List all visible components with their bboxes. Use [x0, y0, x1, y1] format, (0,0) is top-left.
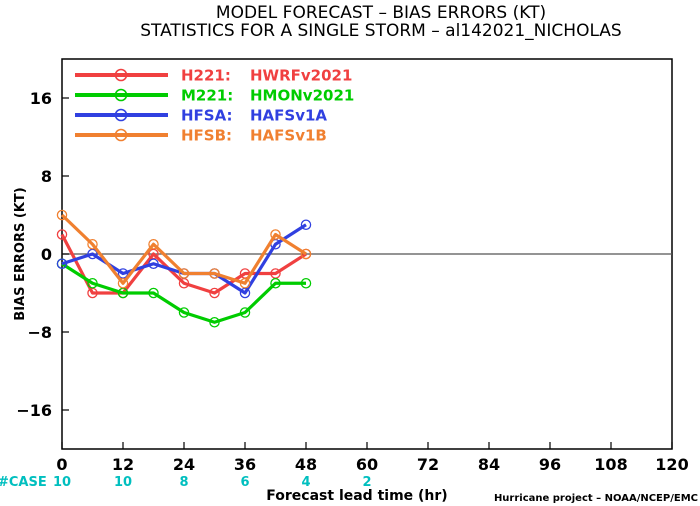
case-count: 10	[114, 475, 132, 490]
legend-marker	[114, 68, 128, 82]
data-point-hafsv1b	[178, 268, 190, 279]
x-tick-label: 48	[295, 455, 317, 474]
legend-item-hwrfv2021: H221: HWRFv2021	[75, 67, 352, 85]
legend-name: HAFSv1B	[250, 127, 327, 145]
data-point-hmonv2021	[300, 277, 312, 289]
data-point-hafsv1a	[300, 219, 312, 230]
data-point-hmonv2021	[239, 307, 251, 318]
legend-item-hafsv1a: HFSA: HAFSv1A	[75, 107, 327, 125]
y-axis-label: BIAS ERRORS (KT)	[13, 187, 28, 320]
legend-item-hafsv1b: HFSB: HAFSv1B	[75, 127, 327, 145]
data-point-hmonv2021	[87, 277, 98, 289]
x-tick-label: 36	[234, 455, 256, 474]
legend-marker	[114, 88, 128, 102]
y-tick-label: 0	[41, 245, 52, 264]
data-point-hmonv2021	[209, 316, 220, 328]
legend-code: HFSB:	[181, 127, 232, 145]
data-point-hafsv1b	[56, 209, 68, 221]
y-tick-label: 16	[30, 89, 52, 108]
x-tick-label: 24	[173, 455, 195, 474]
data-point-hafsv1b	[148, 238, 159, 250]
x-tick-label: 0	[56, 455, 67, 474]
series-hafsv1b	[56, 209, 312, 289]
case-count: 4	[301, 475, 310, 490]
data-point-hafsv1b	[300, 248, 312, 260]
chart-title-line1: MODEL FORECAST – BIAS ERRORS (KT)	[216, 3, 546, 23]
credit-text: Hurricane project – NOAA/NCEP/EMC	[494, 493, 698, 504]
data-point-hafsv1b	[239, 277, 251, 289]
legend-name: HAFSv1A	[250, 107, 327, 125]
x-tick-label: 120	[655, 455, 688, 474]
y-tick-label: 8	[41, 167, 52, 186]
data-point-hmonv2021	[148, 287, 159, 299]
x-tick-label: 96	[539, 455, 561, 474]
data-point-hafsv1b	[209, 268, 220, 279]
case-count: 8	[179, 475, 188, 490]
legend-marker	[114, 108, 128, 122]
data-point-hafsv1a	[56, 258, 68, 269]
x-tick-label: 12	[112, 455, 134, 474]
case-count: 2	[362, 475, 371, 490]
data-point-hafsv1b	[270, 229, 281, 240]
data-point-hmonv2021	[270, 277, 281, 289]
data-point-hwrfv2021	[209, 287, 220, 299]
data-point-hafsv1b	[87, 238, 98, 250]
case-count: 6	[240, 475, 249, 490]
data-point-hwrfv2021	[56, 229, 68, 240]
data-point-hafsv1b	[117, 277, 129, 289]
chart-title-line2: STATISTICS FOR A SINGLE STORM – al142021…	[140, 21, 621, 41]
legend-item-hmonv2021: M221: HMONv2021	[75, 87, 354, 105]
legend-code: M221:	[181, 87, 233, 105]
case-count: 10	[53, 475, 71, 490]
x-axis-label: Forecast lead time (hr)	[266, 488, 447, 504]
x-tick-label: 108	[594, 455, 627, 474]
x-tick-label: 60	[356, 455, 378, 474]
x-tick-label: 84	[478, 455, 500, 474]
case-label: #CASE	[0, 475, 47, 490]
legend-code: HFSA:	[181, 107, 233, 125]
series-line-hwrfv2021	[60, 233, 307, 295]
legend-marker	[114, 128, 128, 142]
y-tick-label: −8	[27, 323, 52, 342]
legend-name: HMONv2021	[250, 87, 354, 105]
x-tick-label: 72	[417, 455, 439, 474]
y-tick-label: −16	[16, 401, 52, 420]
legend-name: HWRFv2021	[250, 67, 352, 85]
legend-code: H221:	[181, 67, 231, 85]
series-line-hafsv1b	[60, 213, 307, 285]
data-point-hafsv1a	[148, 258, 159, 269]
data-point-hmonv2021	[178, 307, 190, 318]
series-line-hmonv2021	[61, 262, 306, 324]
